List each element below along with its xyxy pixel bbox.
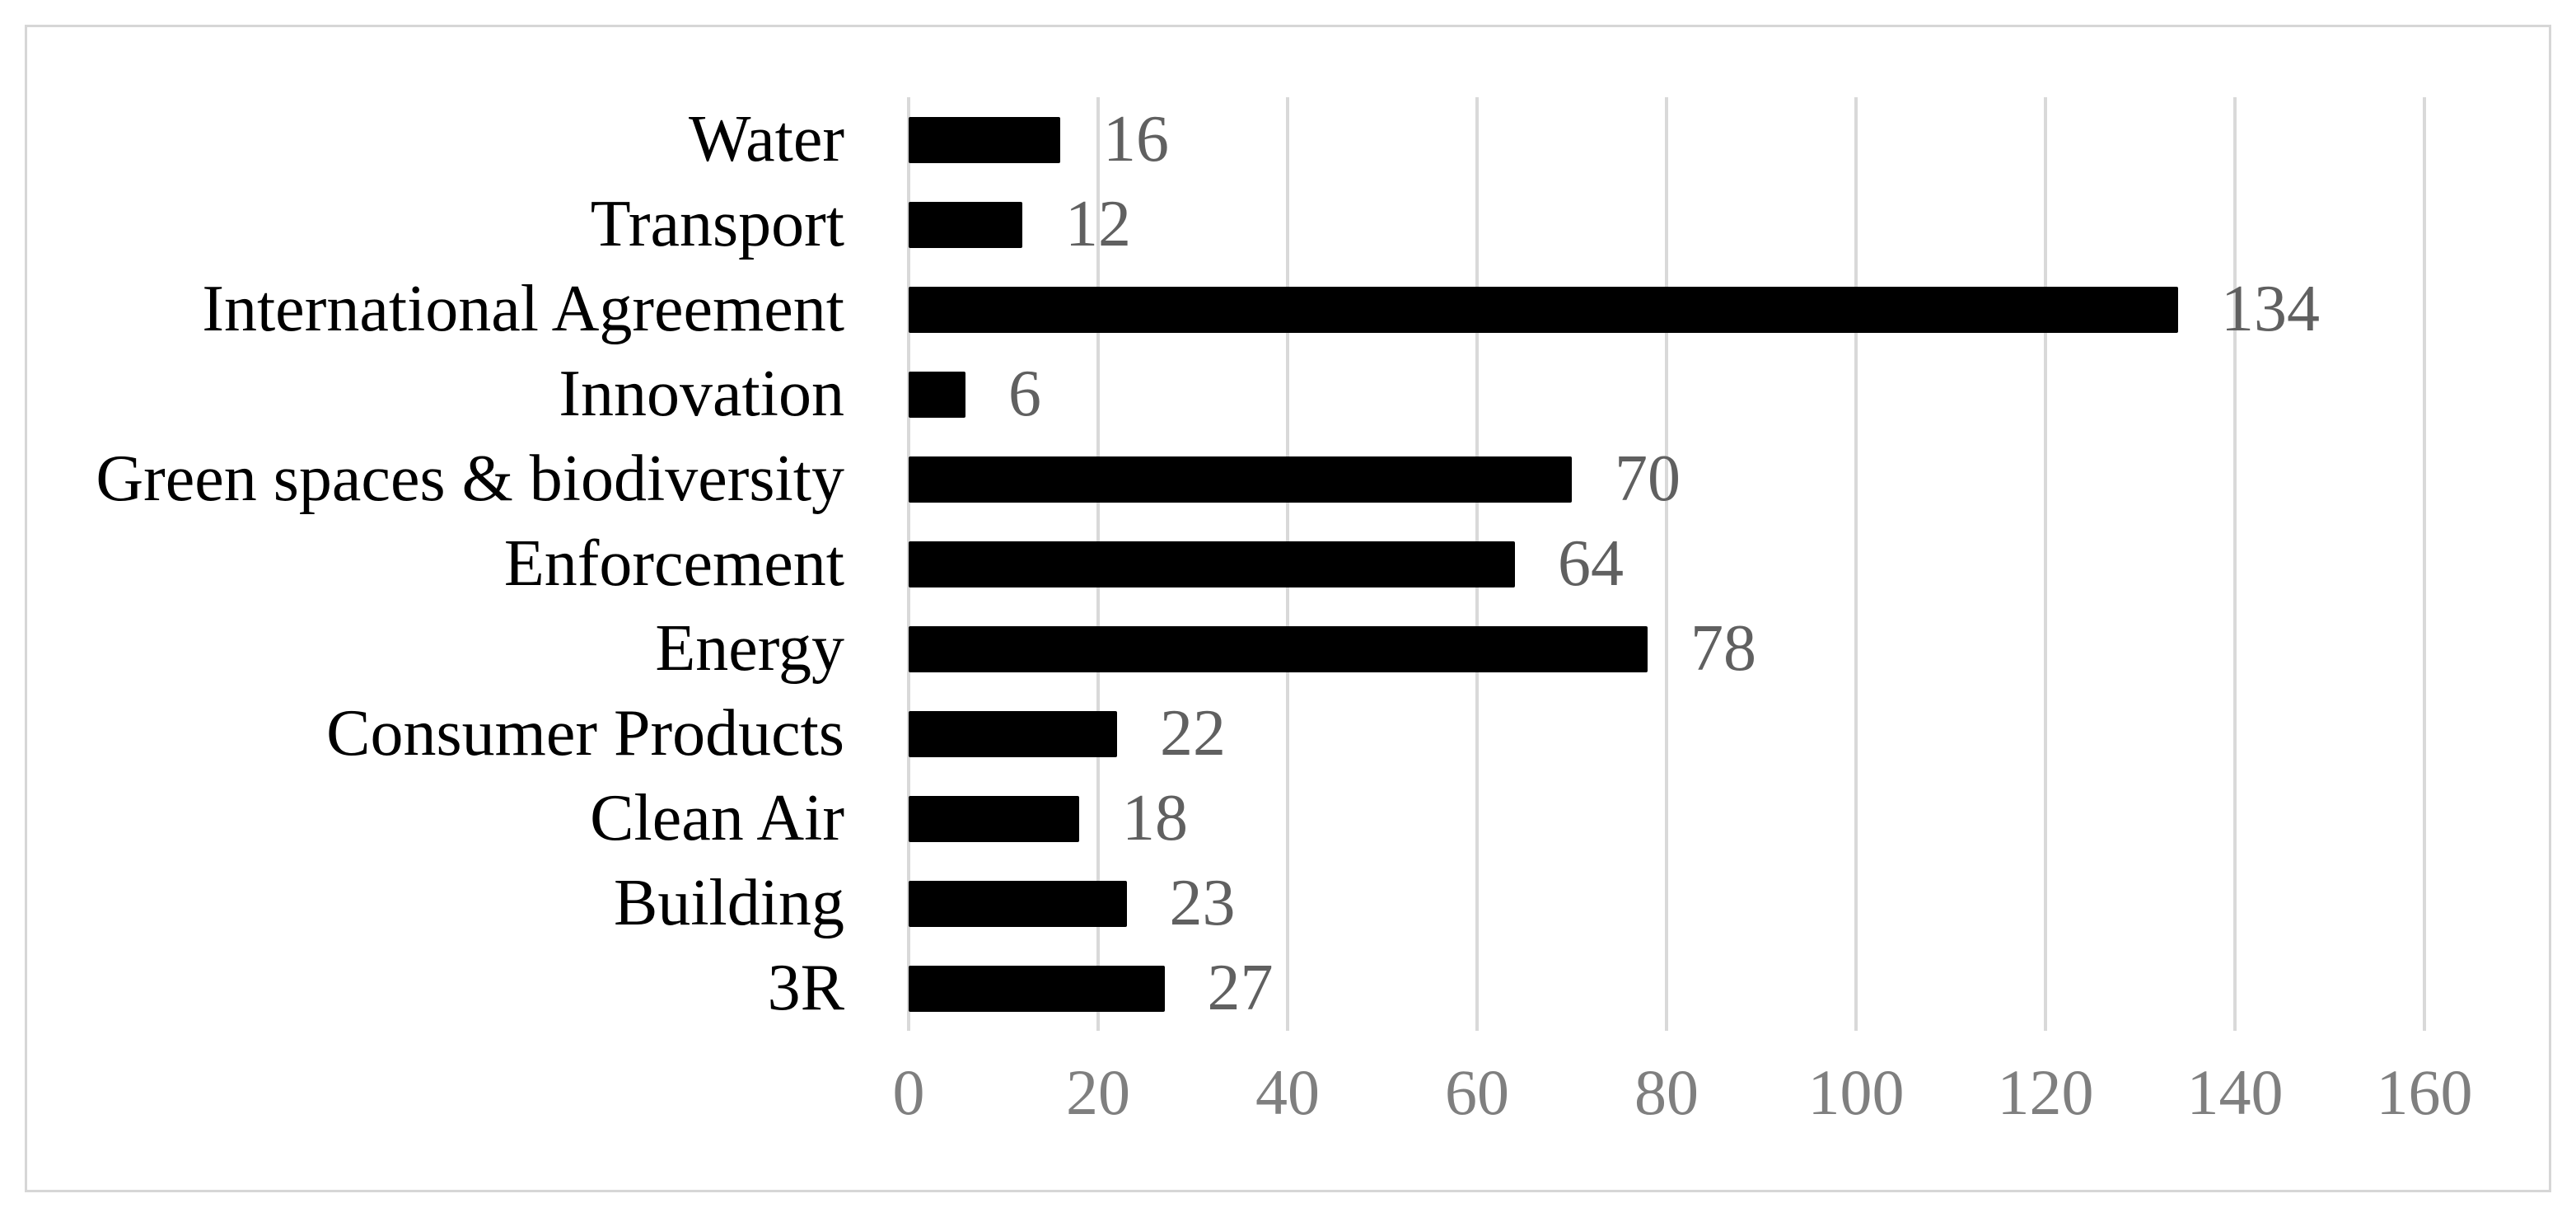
bar-row: 22 [909,691,2424,776]
category-label: Innovation [559,358,844,430]
bar-row: 27 [909,946,2424,1031]
bar-row: 16 [909,97,2424,182]
bar [909,456,1572,503]
value-label: 12 [1065,188,1131,260]
bar-rows: 16 12 134 6 70 64 [909,97,2424,1031]
category-label: Transport [590,188,844,260]
gridline [2423,97,2426,1031]
gridline [2044,97,2047,1031]
x-tick-label: 40 [1255,1056,1320,1128]
bar-row: 6 [909,352,2424,437]
gridline [1665,97,1668,1031]
bar [909,116,1060,163]
x-tick-label: 20 [1066,1056,1130,1128]
value-label: 78 [1690,612,1756,685]
gridline [2233,97,2237,1031]
x-tick-label: 140 [2186,1056,2284,1128]
value-label: 18 [1122,782,1188,854]
gridline [1854,97,1858,1031]
bar [909,371,965,418]
bar-row: 78 [909,606,2424,691]
category-label: Green spaces & biodiversity [96,442,844,515]
category-label: Building [613,867,844,939]
x-tick-label: 60 [1445,1056,1509,1128]
category-label: Consumer Products [326,697,844,770]
bar-row: 12 [909,182,2424,267]
category-axis: Water Transport International Agreement … [35,97,844,1031]
bar [909,541,1515,587]
category-label: Water [689,103,844,176]
bar [909,880,1127,927]
bar [909,201,1022,248]
plot-area: 16 12 134 6 70 64 [907,97,2426,1031]
category-label: Enforcement [503,527,844,600]
value-label: 22 [1160,697,1226,770]
value-label: 134 [2221,273,2320,345]
bar-row: 134 [909,267,2424,352]
bar-row: 23 [909,861,2424,946]
x-tick-label: 120 [1997,1056,2094,1128]
bar [909,710,1117,757]
x-tick-label: 0 [892,1056,925,1128]
bar [909,795,1079,842]
category-label: Energy [655,612,844,685]
bar-row: 18 [909,776,2424,861]
bar [909,286,2178,333]
x-tick-label: 100 [1807,1056,1905,1128]
bar-row: 64 [909,522,2424,606]
bar [909,965,1165,1012]
category-label: 3R [767,952,844,1024]
bar-row: 70 [909,437,2424,522]
bar [909,625,1648,672]
bar-chart-figure: Water Transport International Agreement … [25,25,2551,1192]
x-tick-label: 80 [1634,1056,1699,1128]
value-label: 64 [1558,527,1624,600]
x-tick-label: 160 [2376,1056,2473,1128]
category-label: Clean Air [590,782,844,854]
value-label: 27 [1207,952,1274,1024]
value-label: 6 [1008,358,1041,430]
category-label: International Agreement [202,273,844,345]
value-label: 23 [1169,867,1236,939]
x-axis: 0 20 40 60 80 100 120 140 160 [893,1031,2473,1154]
value-label: 70 [1615,442,1681,515]
value-label: 16 [1103,103,1169,176]
